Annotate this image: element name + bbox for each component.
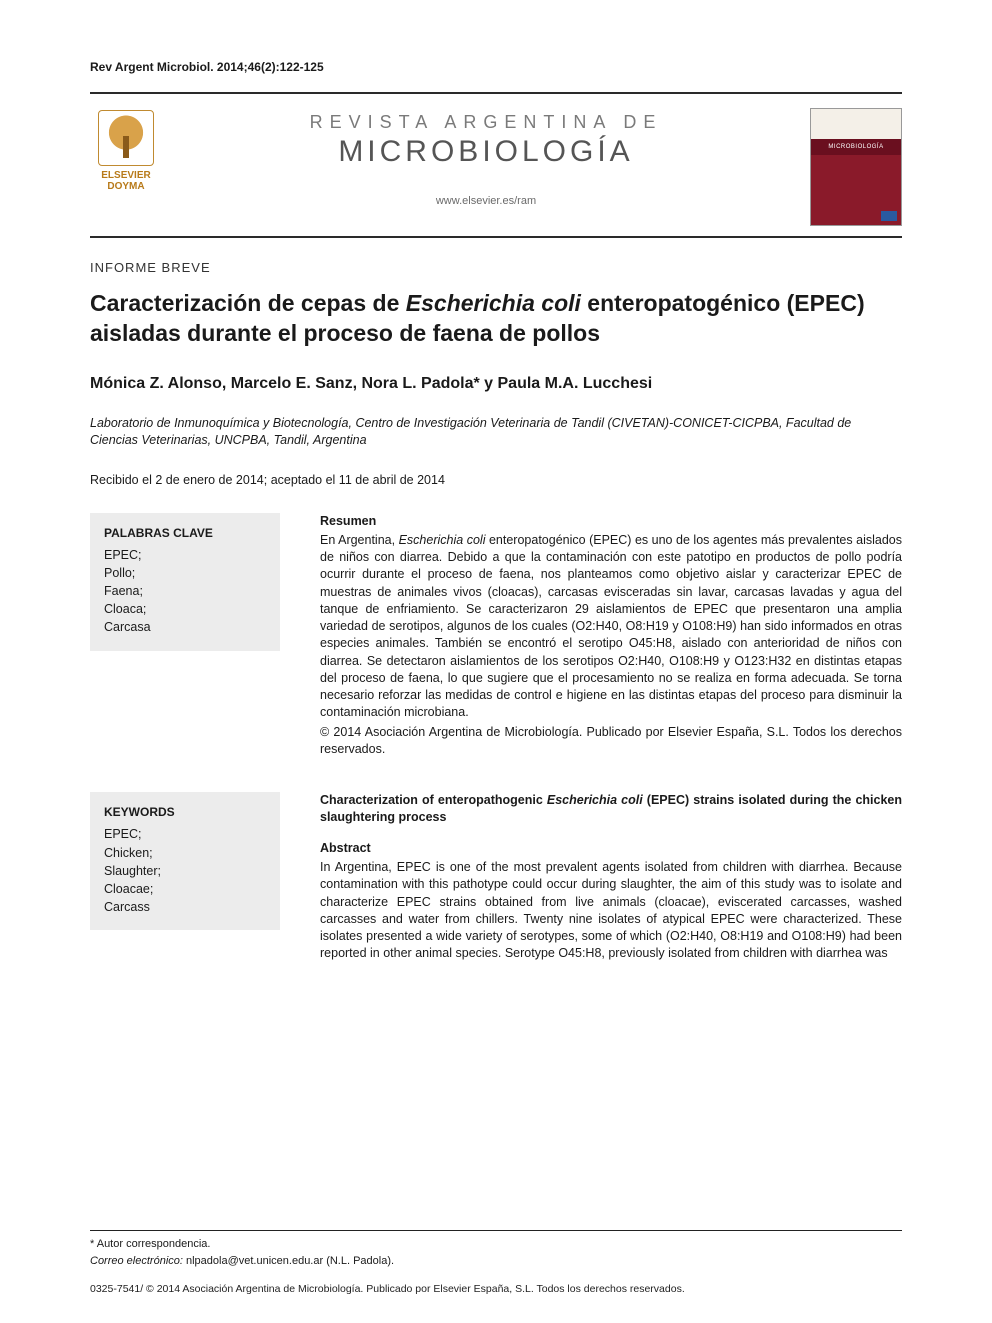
- keywords-item: EPEC;: [104, 825, 266, 843]
- citation-line: Rev Argent Microbiol. 2014;46(2):122-125: [90, 60, 902, 74]
- en-title-part-1: Characterization of enteropathogenic: [320, 793, 547, 807]
- elsevier-tree-icon: [98, 110, 154, 166]
- section-label: INFORME BREVE: [90, 260, 902, 275]
- en-title-italic: Escherichia coli: [547, 793, 643, 807]
- keywords-item: Slaughter;: [104, 862, 266, 880]
- affiliation: Laboratorio de Inmunoquímica y Biotecnol…: [90, 415, 902, 449]
- email-value[interactable]: nlpadola@vet.unicen.edu.ar (N.L. Padola)…: [183, 1255, 394, 1267]
- palabras-clave-head: PALABRAS CLAVE: [104, 525, 266, 542]
- bottom-copyright: 0325-7541/ © 2014 Asociación Argentina d…: [90, 1283, 902, 1295]
- title-italic: Escherichia coli: [406, 290, 581, 316]
- publisher-name-line2: DOYMA: [107, 181, 144, 192]
- resumen-italic: Escherichia coli: [399, 533, 486, 547]
- abstract-en-block: Characterization of enteropathogenic Esc…: [320, 792, 902, 963]
- article-title: Caracterización de cepas de Escherichia …: [90, 289, 902, 349]
- authors: Mónica Z. Alonso, Marcelo E. Sanz, Nora …: [90, 375, 902, 393]
- cover-title-bar: MICROBIOLOGÍA: [811, 139, 901, 155]
- keywords-box: KEYWORDS EPEC; Chicken; Slaughter; Cloac…: [90, 792, 280, 930]
- palabras-item: Carcasa: [104, 618, 266, 636]
- resumen-text-1: En Argentina,: [320, 533, 399, 547]
- corresponding-author-note: * Autor correspondencia.: [90, 1237, 902, 1252]
- resumen-block: Resumen En Argentina, Escherichia coli e…: [320, 513, 902, 759]
- email-line: Correo electrónico: nlpadola@vet.unicen.…: [90, 1254, 902, 1269]
- abstract-en-body: In Argentina, EPEC is one of the most pr…: [320, 860, 902, 960]
- keywords-item: Chicken;: [104, 844, 266, 862]
- article-dates: Recibido el 2 de enero de 2014; aceptado…: [90, 473, 902, 487]
- publisher-name-line1: ELSEVIER: [101, 170, 150, 181]
- footnotes: * Autor correspondencia. Correo electrón…: [90, 1230, 902, 1269]
- title-part-1: Caracterización de cepas de: [90, 290, 406, 316]
- palabras-item: EPEC;: [104, 546, 266, 564]
- journal-title-block: REVISTA ARGENTINA DE MICROBIOLOGÍA www.e…: [162, 108, 810, 207]
- palabras-item: Faena;: [104, 582, 266, 600]
- cover-chip-icon: [881, 211, 897, 221]
- keywords-head: KEYWORDS: [104, 804, 266, 821]
- resumen-copyright: © 2014 Asociación Argentina de Microbiol…: [320, 724, 902, 759]
- journal-supertitle: REVISTA ARGENTINA DE: [162, 112, 810, 133]
- palabras-item: Pollo;: [104, 564, 266, 582]
- resumen-text-2: enteropatogénico (EPEC) es uno de los ag…: [320, 533, 902, 720]
- publisher-logo: ELSEVIER DOYMA: [90, 110, 162, 192]
- palabras-item: Cloaca;: [104, 600, 266, 618]
- journal-title: MICROBIOLOGÍA: [162, 135, 810, 169]
- journal-header: ELSEVIER DOYMA REVISTA ARGENTINA DE MICR…: [90, 92, 902, 238]
- abstract-grid: PALABRAS CLAVE EPEC; Pollo; Faena; Cloac…: [90, 513, 902, 963]
- email-label: Correo electrónico:: [90, 1255, 183, 1267]
- journal-cover-thumbnail: MICROBIOLOGÍA: [810, 108, 902, 226]
- keywords-item: Cloacae;: [104, 880, 266, 898]
- palabras-clave-box: PALABRAS CLAVE EPEC; Pollo; Faena; Cloac…: [90, 513, 280, 651]
- journal-url[interactable]: www.elsevier.es/ram: [162, 195, 810, 207]
- abstract-en-title: Characterization of enteropathogenic Esc…: [320, 792, 902, 826]
- resumen-head: Resumen: [320, 513, 902, 530]
- keywords-item: Carcass: [104, 898, 266, 916]
- abstract-head: Abstract: [320, 840, 902, 857]
- publisher-name: ELSEVIER DOYMA: [101, 170, 150, 192]
